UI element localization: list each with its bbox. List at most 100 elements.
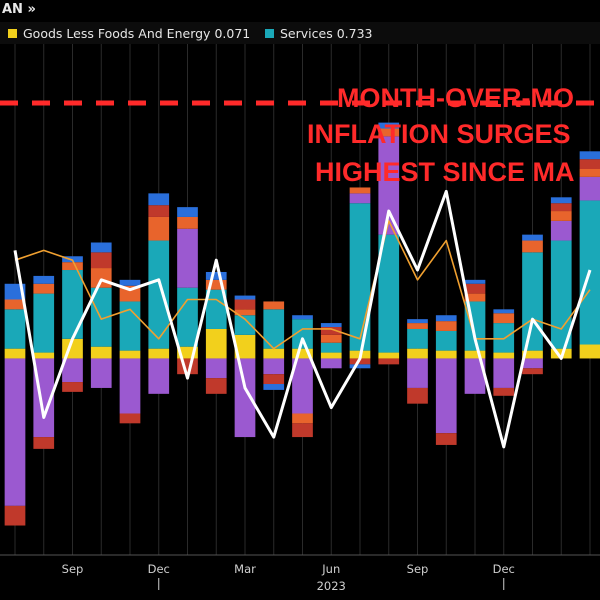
bar-segment-2 bbox=[349, 193, 371, 204]
bar-segment-5 bbox=[493, 309, 515, 314]
legend-label-services: Services bbox=[280, 26, 333, 41]
bar-segment-3 bbox=[148, 216, 170, 241]
bar-segment-3 bbox=[464, 293, 486, 302]
bar-segment-4 bbox=[148, 205, 170, 217]
legend-item-services[interactable]: Services 0.733 bbox=[265, 26, 373, 41]
bar-segment-5 bbox=[148, 193, 170, 206]
bar-segment-3 bbox=[349, 187, 371, 194]
bar-segment-1 bbox=[148, 240, 170, 349]
chart-annotation: MONTH-OVER-MO INFLATION SURGES HIGHEST SIN… bbox=[307, 83, 575, 187]
bar-segment-0 bbox=[263, 348, 285, 359]
bar-segment-2 bbox=[493, 358, 515, 388]
bar-segment-5 bbox=[464, 279, 486, 284]
bar-segment-2 bbox=[579, 176, 600, 201]
bar-segment-3 bbox=[205, 279, 227, 290]
bar-segment-2 bbox=[550, 220, 572, 241]
bar-segment-3 bbox=[62, 262, 83, 271]
bar-segment-1 bbox=[349, 203, 371, 351]
bar-segment-0 bbox=[579, 344, 600, 359]
bar-segment-1 bbox=[320, 342, 342, 353]
legend-value-goods: 0.071 bbox=[214, 26, 251, 41]
bar-segment-5 bbox=[320, 323, 342, 328]
bar-segment-2 bbox=[62, 358, 83, 383]
bar-segment-4 bbox=[292, 423, 313, 438]
bar-segment-2 bbox=[177, 228, 198, 288]
bar-segment-0 bbox=[177, 346, 198, 359]
bar-segment-4 bbox=[234, 299, 256, 310]
bar-segment-1 bbox=[4, 309, 26, 349]
bar-segment-3 bbox=[550, 211, 572, 221]
bar-segment-3 bbox=[493, 313, 515, 324]
bar-segment-5 bbox=[62, 256, 83, 263]
bar-segment-1 bbox=[493, 323, 515, 353]
bar-segment-3 bbox=[320, 334, 342, 343]
legend-value-services: 0.733 bbox=[336, 26, 373, 41]
bar-segment-1 bbox=[177, 287, 198, 347]
bar-segment-5 bbox=[349, 364, 371, 369]
bar-segment-2 bbox=[263, 358, 285, 375]
bar-segment-3 bbox=[579, 168, 600, 177]
bar-segment-0 bbox=[435, 350, 457, 359]
bar-segment-0 bbox=[90, 346, 112, 359]
bar-segment-2 bbox=[119, 358, 141, 414]
bar-segment-4 bbox=[320, 327, 342, 335]
bar-segment-1 bbox=[234, 315, 256, 335]
bar-segment-1 bbox=[90, 287, 112, 347]
bar-segment-4 bbox=[522, 368, 543, 375]
bar-segment-2 bbox=[205, 358, 227, 379]
bar-segment-3 bbox=[292, 413, 313, 424]
bar-segment-3 bbox=[33, 283, 55, 294]
bar-segment-0 bbox=[119, 350, 141, 359]
bar-segment-3 bbox=[435, 321, 457, 331]
bar-segment-4 bbox=[464, 283, 486, 294]
bar-segment-0 bbox=[33, 352, 55, 359]
bar-segment-3 bbox=[234, 309, 256, 316]
line-series-white bbox=[13, 189, 592, 449]
bar-segment-3 bbox=[119, 285, 141, 302]
legend-bar: Goods Less Foods And Energy 0.071 Servic… bbox=[0, 22, 600, 44]
bar-segment-4 bbox=[119, 413, 141, 424]
bar-segment-5 bbox=[579, 151, 600, 160]
bar-segment-0 bbox=[292, 348, 313, 359]
bar-segment-2 bbox=[292, 358, 313, 414]
bar-segment-0 bbox=[550, 348, 572, 359]
bar-segment-1 bbox=[378, 234, 400, 353]
legend-item-goods[interactable]: Goods Less Foods And Energy 0.071 bbox=[8, 26, 250, 41]
bar-segment-0 bbox=[407, 348, 428, 359]
bar-segment-0 bbox=[493, 352, 515, 359]
chart-title-fragment: AN » bbox=[2, 2, 36, 17]
bar-segment-4 bbox=[550, 203, 572, 212]
bar-segment-5 bbox=[205, 271, 227, 280]
bar-segment-4 bbox=[378, 358, 400, 365]
bar-segment-1 bbox=[407, 328, 428, 349]
x-tick-label: Sep bbox=[407, 562, 429, 576]
bar-segment-0 bbox=[205, 328, 227, 359]
x-tick-label: Dec bbox=[148, 562, 170, 576]
bar-segment-4 bbox=[579, 159, 600, 169]
bar-segment-3 bbox=[4, 299, 26, 310]
bar-segment-5 bbox=[435, 315, 457, 322]
x-tick-label: Mar bbox=[234, 562, 256, 576]
bar-segment-3 bbox=[378, 128, 400, 137]
bar-segment-2 bbox=[4, 358, 26, 506]
x-tick-label: Sep bbox=[62, 562, 84, 576]
bar-segment-0 bbox=[148, 348, 170, 359]
bar-segment-5 bbox=[234, 295, 256, 300]
bar-segment-4 bbox=[62, 382, 83, 392]
bar-segment-1 bbox=[263, 309, 285, 349]
bar-segment-2 bbox=[407, 358, 428, 388]
bar-segment-3 bbox=[263, 301, 285, 310]
bar-segment-0 bbox=[4, 348, 26, 359]
bar-segment-3 bbox=[407, 323, 428, 329]
line-series-orange bbox=[14, 220, 591, 350]
title-bar: AN » bbox=[0, 0, 600, 22]
bar-segment-4 bbox=[90, 252, 112, 269]
bar-segment-0 bbox=[378, 352, 400, 359]
x-tick-label: Dec bbox=[493, 562, 515, 576]
bar-segment-1 bbox=[292, 319, 313, 349]
annotation-line-2: INFLATION SURGES bbox=[307, 119, 571, 149]
bar-segment-4 bbox=[33, 437, 55, 449]
bar-segment-5 bbox=[378, 122, 400, 129]
bar-segment-5 bbox=[407, 319, 428, 324]
bar-segment-5 bbox=[522, 234, 543, 241]
